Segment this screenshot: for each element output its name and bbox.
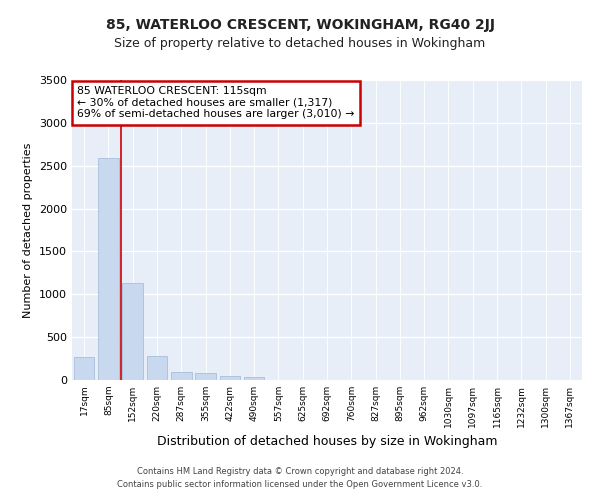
Bar (244, 378, 265, 380)
Text: 85, WATERLOO CRESCENT, WOKINGHAM, RG40 2JJ: 85, WATERLOO CRESCENT, WOKINGHAM, RG40 2… (106, 18, 494, 32)
Text: 85 WATERLOO CRESCENT: 115sqm
← 30% of detached houses are smaller (1,317)
69% of: 85 WATERLOO CRESCENT: 115sqm ← 30% of de… (77, 86, 355, 119)
Text: Contains public sector information licensed under the Open Government Licence v3: Contains public sector information licen… (118, 480, 482, 489)
Text: Size of property relative to detached houses in Wokingham: Size of property relative to detached ho… (115, 38, 485, 51)
Y-axis label: Number of detached properties: Number of detached properties (23, 142, 34, 318)
Bar (146, 356, 167, 380)
X-axis label: Distribution of detached houses by size in Wokingham: Distribution of detached houses by size … (157, 436, 497, 448)
Bar (220, 376, 240, 380)
Bar (74, 357, 94, 380)
Bar (98, 158, 119, 380)
Bar (122, 283, 143, 380)
Bar (195, 373, 216, 380)
Text: Contains HM Land Registry data © Crown copyright and database right 2024.: Contains HM Land Registry data © Crown c… (137, 467, 463, 476)
Bar (171, 372, 191, 380)
